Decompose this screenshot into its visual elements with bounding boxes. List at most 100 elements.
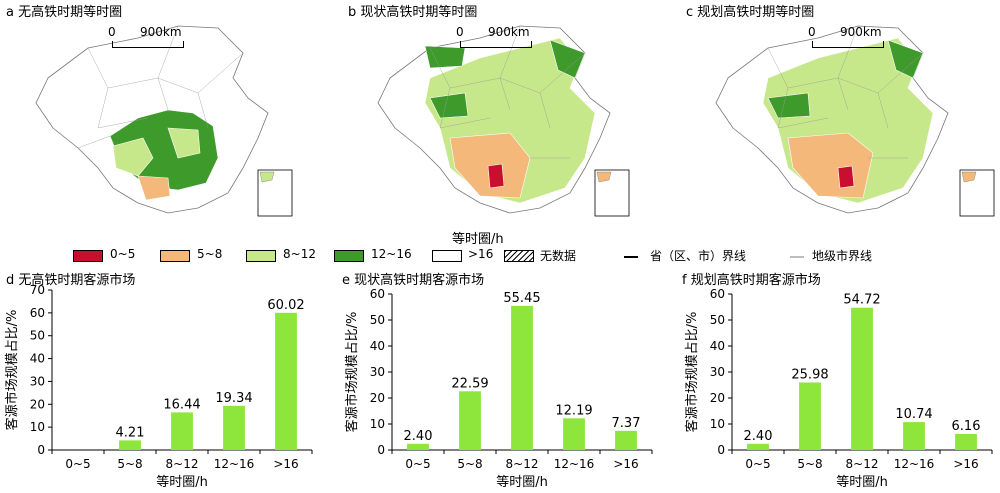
bar-5 <box>955 433 977 450</box>
x-axis-label: 等时圈/h <box>156 474 208 490</box>
y-tick-label: 30 <box>710 365 725 379</box>
scale-zero: 0 <box>456 25 464 39</box>
x-tick-label: 5~8 <box>797 457 822 471</box>
x-tick-label: 12~16 <box>894 457 935 471</box>
map-b <box>377 25 630 217</box>
y-tick-label: 30 <box>370 365 385 379</box>
y-tick-label: 60 <box>370 287 385 301</box>
data-label: 54.72 <box>843 293 880 308</box>
bar-3 <box>851 307 873 450</box>
y-tick-label: 10 <box>30 420 45 434</box>
x-tick-label: 8~12 <box>166 457 199 471</box>
x-axis-label: 等时圈/h <box>496 474 548 490</box>
legend-label-0-5: 0~5 <box>110 247 136 261</box>
legend-label-12-16: 12~16 <box>371 247 412 261</box>
chart-title: e 现状高铁时期客源市场 <box>342 272 484 288</box>
y-axis-label: 客源市场规模占比/% <box>684 312 700 433</box>
x-tick-label: 0~5 <box>745 457 770 471</box>
scale-km: 900km <box>140 25 182 39</box>
map-c <box>715 25 995 217</box>
data-label: 10.74 <box>895 407 932 422</box>
x-tick-label: 12~16 <box>214 457 255 471</box>
data-label: 16.44 <box>163 397 200 412</box>
data-label: 60.02 <box>267 298 304 313</box>
legend-line-province <box>624 256 638 258</box>
x-tick-label: >16 <box>613 457 638 471</box>
y-tick-label: 10 <box>370 417 385 431</box>
scale-km: 900km <box>840 25 882 39</box>
legend-label-5-8: 5~8 <box>197 247 223 261</box>
legend-swatch-nodata <box>504 250 534 262</box>
y-tick-label: 10 <box>710 417 725 431</box>
legend-label-city: 地级市界线 <box>812 249 873 263</box>
map-b-title: b 现状高铁时期等时圈 <box>348 5 478 20</box>
y-tick-label: 40 <box>30 352 45 366</box>
x-tick-label: 5~8 <box>117 457 142 471</box>
chart-title: f 规划高铁时期客源市场 <box>682 272 821 288</box>
y-tick-label: 40 <box>370 339 385 353</box>
bar-2 <box>119 440 141 450</box>
y-axis-label: 客源市场规模占比/% <box>4 310 20 431</box>
legend-label-8-12: 8~12 <box>283 247 316 261</box>
data-label: 55.45 <box>503 291 540 306</box>
map-b-scalebar: 0 900km <box>456 25 532 48</box>
data-label: 12.19 <box>555 403 592 418</box>
legend-swatch-12-16 <box>334 250 364 262</box>
bar-3 <box>171 412 193 450</box>
bar-4 <box>903 422 925 450</box>
y-tick-label: 30 <box>30 374 45 388</box>
y-tick-label: 50 <box>710 313 725 327</box>
x-tick-label: 12~16 <box>554 457 595 471</box>
x-axis-label: 等时圈/h <box>836 474 888 490</box>
scale-km: 900km <box>488 25 530 39</box>
legend-label-gt16: >16 <box>468 247 494 261</box>
data-label: 2.40 <box>404 429 433 444</box>
x-tick-label: >16 <box>273 457 298 471</box>
map-c-title: c 规划高铁时期等时圈 <box>686 5 815 20</box>
map-c-scalebar: 0 900km <box>808 25 884 48</box>
map-a-title: a 无高铁时期等时圈 <box>6 5 123 20</box>
legend-swatch-gt16 <box>432 250 462 262</box>
map-a-scalebar: 0 900km <box>108 25 184 48</box>
scale-zero: 0 <box>808 25 816 39</box>
legend-swatch-5-8 <box>160 250 190 262</box>
bar-3 <box>511 305 533 450</box>
legend-title: 等时圈/h <box>452 232 504 247</box>
legend-swatch-8-12 <box>246 250 276 262</box>
y-tick-label: 50 <box>370 313 385 327</box>
bar-5 <box>275 312 297 450</box>
bar-4 <box>223 405 245 450</box>
y-tick-label: 20 <box>370 391 385 405</box>
y-tick-label: 0 <box>37 443 45 457</box>
y-axis-label: 客源市场规模占比/% <box>344 312 360 433</box>
data-label: 7.37 <box>612 416 641 431</box>
data-label: 6.16 <box>952 419 981 434</box>
y-tick-label: 40 <box>710 339 725 353</box>
x-tick-label: 5~8 <box>457 457 482 471</box>
scale-zero: 0 <box>108 25 116 39</box>
legend-label-province: 省（区、市）界线 <box>650 249 747 263</box>
bar-2 <box>799 382 821 450</box>
bar-4 <box>563 418 585 450</box>
x-tick-label: 8~12 <box>506 457 539 471</box>
y-tick-label: 20 <box>710 391 725 405</box>
bar-1 <box>747 443 769 450</box>
y-tick-label: 60 <box>710 287 725 301</box>
x-tick-label: >16 <box>953 457 978 471</box>
data-label: 4.21 <box>116 425 145 440</box>
x-tick-label: 0~5 <box>405 457 430 471</box>
data-label: 19.34 <box>215 391 252 406</box>
map-a <box>35 25 293 217</box>
y-tick-label: 50 <box>30 329 45 343</box>
y-tick-label: 60 <box>30 306 45 320</box>
legend-line-city <box>790 256 804 258</box>
legend-label-nodata: 无数据 <box>540 249 577 263</box>
bar-2 <box>459 391 481 450</box>
bar-5 <box>615 430 637 450</box>
data-label: 25.98 <box>791 367 828 382</box>
bar-1 <box>407 443 429 450</box>
y-tick-label: 0 <box>717 443 725 457</box>
